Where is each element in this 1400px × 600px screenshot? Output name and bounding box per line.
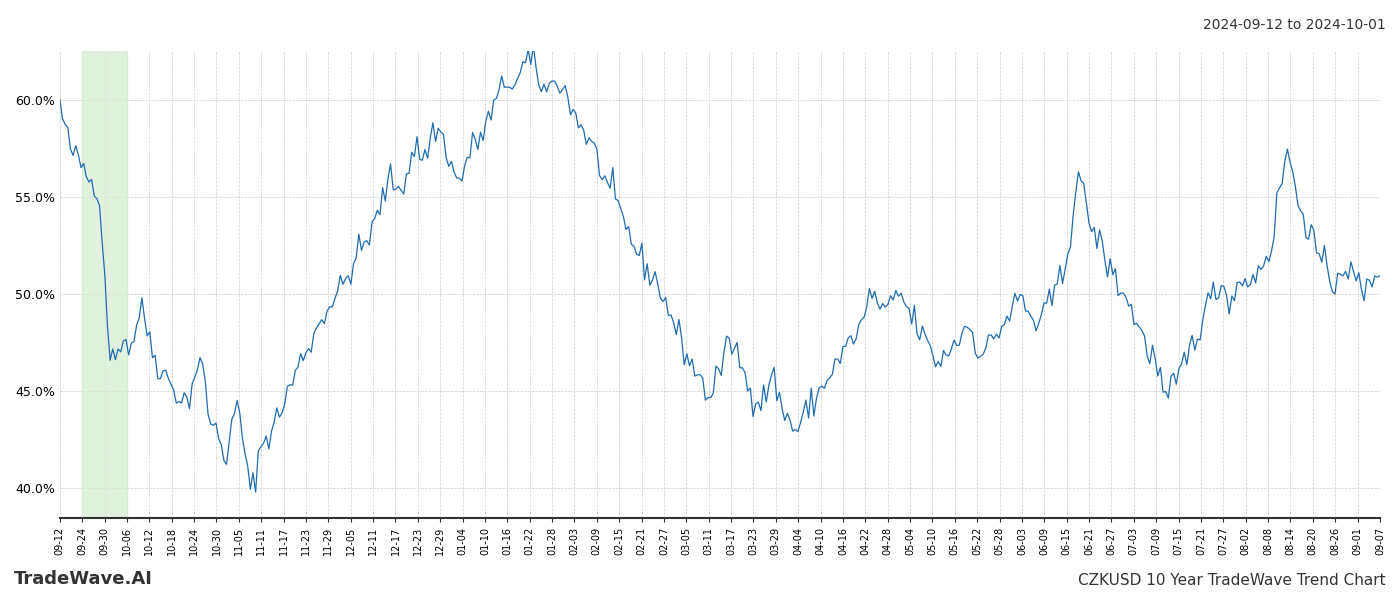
Text: 2024-09-12 to 2024-10-01: 2024-09-12 to 2024-10-01: [1203, 18, 1386, 32]
Text: CZKUSD 10 Year TradeWave Trend Chart: CZKUSD 10 Year TradeWave Trend Chart: [1078, 573, 1386, 588]
Bar: [83, 51, 127, 518]
Text: TradeWave.AI: TradeWave.AI: [14, 570, 153, 588]
